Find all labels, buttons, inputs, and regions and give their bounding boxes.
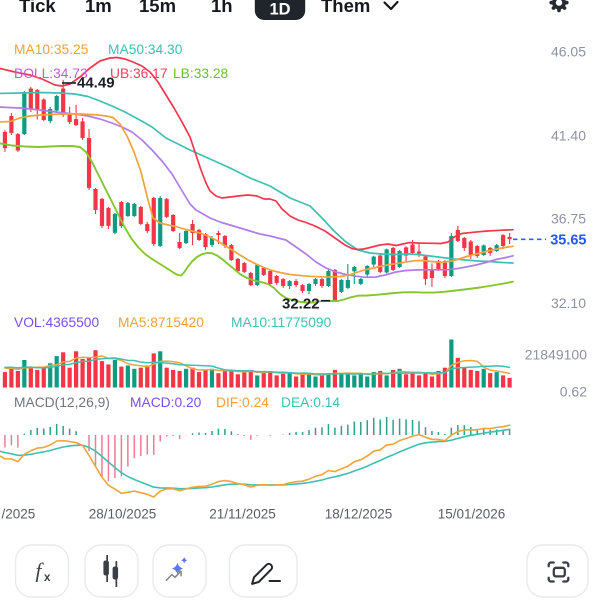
svg-text:BOLL:34.73: BOLL:34.73 (14, 66, 88, 81)
svg-text:x: x (44, 572, 51, 584)
svg-text:32.22: 32.22 (282, 296, 320, 313)
svg-text:MACD(12,26,9): MACD(12,26,9) (14, 395, 110, 410)
svg-text:0.62: 0.62 (560, 384, 587, 400)
svg-text:MA5:8715420: MA5:8715420 (118, 315, 204, 330)
svg-text:MA10:35.25: MA10:35.25 (14, 42, 89, 57)
svg-text:41.40: 41.40 (551, 127, 586, 143)
svg-text:Tick: Tick (19, 0, 56, 16)
svg-text:UB:36.17: UB:36.17 (110, 66, 168, 81)
svg-text:32.10: 32.10 (551, 295, 586, 311)
svg-text:1h: 1h (211, 0, 233, 16)
svg-text:35.65: 35.65 (550, 232, 586, 248)
svg-text:21/11/2025: 21/11/2025 (209, 506, 276, 521)
svg-text:LB:33.28: LB:33.28 (173, 66, 229, 81)
svg-text:28/10/2025: 28/10/2025 (89, 506, 157, 521)
svg-text:15m: 15m (139, 0, 176, 16)
svg-text:15/01/2026: 15/01/2026 (438, 506, 506, 521)
svg-text:44.49: 44.49 (77, 75, 115, 92)
svg-text:1D: 1D (269, 1, 290, 19)
svg-text:1m: 1m (85, 0, 112, 16)
svg-text:VOL:4365500: VOL:4365500 (14, 315, 99, 330)
svg-text:MA50:34.30: MA50:34.30 (108, 42, 183, 57)
svg-text:DEA:0.14: DEA:0.14 (281, 395, 340, 410)
svg-text:f: f (36, 559, 45, 583)
svg-text:46.05: 46.05 (551, 44, 586, 60)
svg-text:36.75: 36.75 (551, 210, 586, 226)
svg-text:MACD:0.20: MACD:0.20 (130, 395, 202, 410)
svg-text:18/12/2025: 18/12/2025 (325, 506, 393, 521)
svg-text:Them: Them (321, 0, 370, 16)
svg-text:MA10:11775090: MA10:11775090 (231, 315, 332, 330)
svg-text:/2025: /2025 (2, 506, 36, 521)
svg-text:21849100: 21849100 (525, 347, 588, 363)
svg-text:DIF:0.24: DIF:0.24 (216, 395, 269, 410)
